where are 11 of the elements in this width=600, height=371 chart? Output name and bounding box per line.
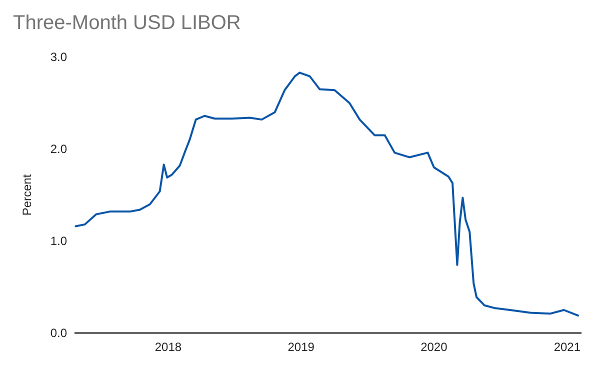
y-axis-title: Percent — [20, 174, 34, 216]
y-tick-label: 3.0 — [50, 50, 68, 64]
line-series — [74, 72, 580, 317]
x-tick-label: 2021 — [554, 340, 581, 354]
x-tick-label: 2019 — [288, 340, 315, 354]
x-tick-label: 2020 — [420, 340, 448, 354]
chart-title: Three-Month USD LIBOR — [13, 12, 241, 34]
y-tick-label: 2.0 — [50, 142, 68, 156]
y-tick-label: 0.0 — [50, 326, 68, 340]
x-tick-label: 2018 — [154, 340, 182, 354]
y-tick-label: 1.0 — [50, 234, 68, 248]
